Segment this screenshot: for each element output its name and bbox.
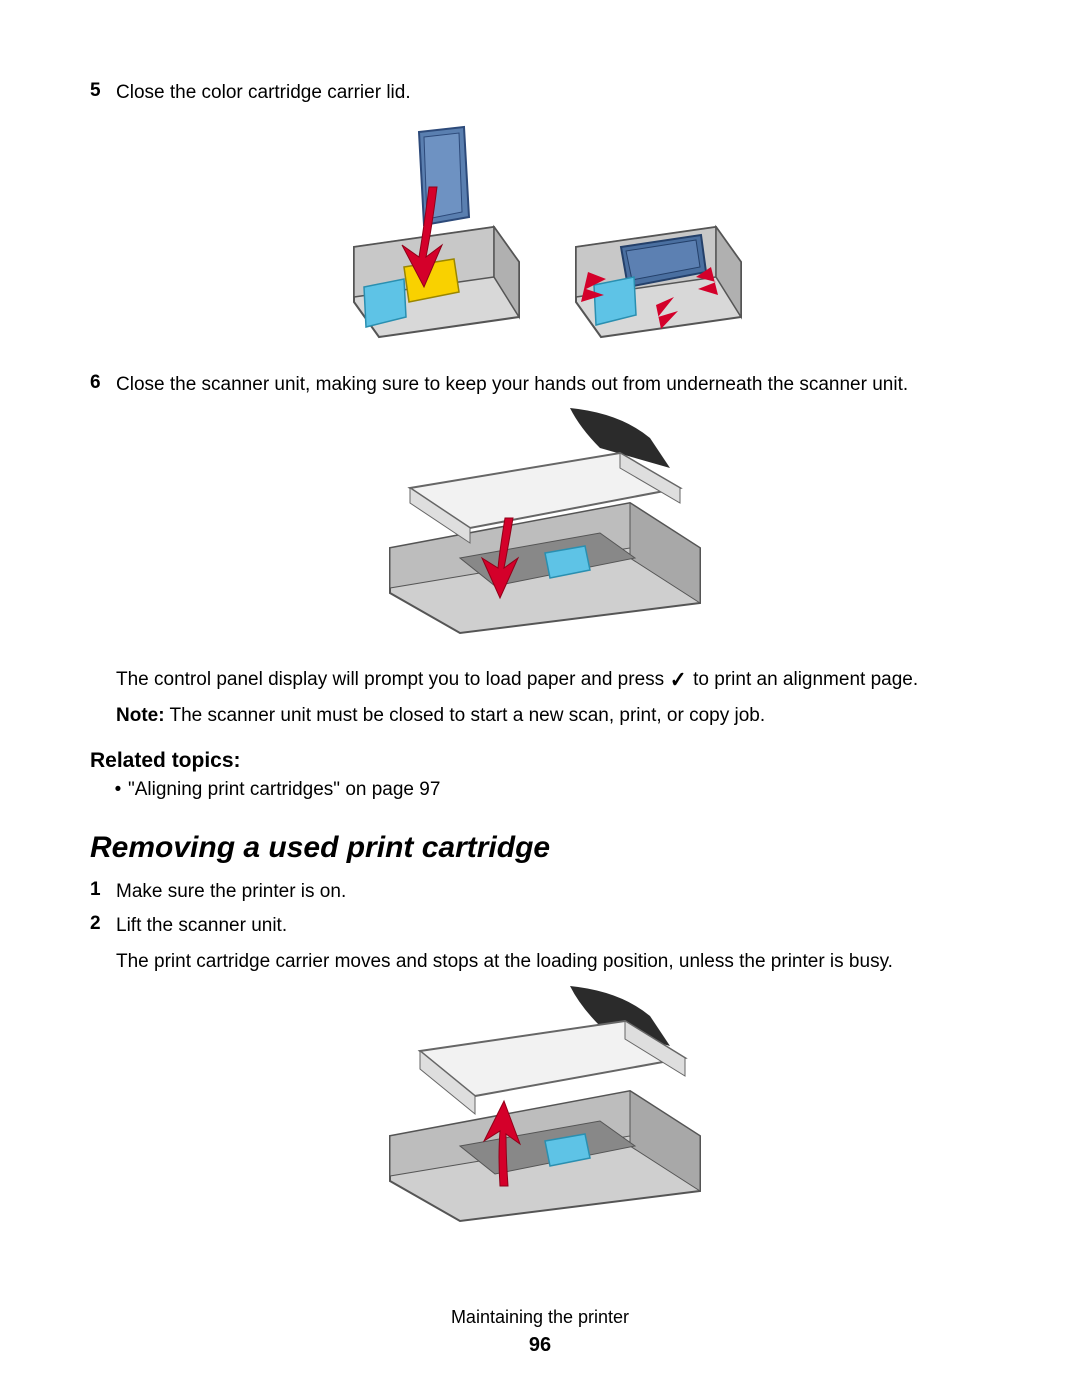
step-text: Close the color cartridge carrier lid. (116, 80, 411, 107)
step-6-row: 6 Close the scanner unit, making sure to… (90, 372, 990, 399)
text-part2: to print an alignment page. (688, 669, 918, 690)
footer-chapter: Maintaining the printer (0, 1307, 1080, 1328)
control-panel-text: The control panel display will prompt yo… (116, 663, 990, 696)
manual-page: 5 Close the color cartridge carrier lid. (0, 0, 1080, 1397)
step-text: Close the scanner unit, making sure to k… (116, 372, 908, 399)
bullet-icon: • (108, 779, 128, 801)
scanner-lift-diagram (370, 986, 710, 1236)
note-label: Note: (116, 705, 165, 726)
step-1-row: 1 Make sure the printer is on. (90, 879, 990, 906)
related-bullet-row: • "Aligning print cartridges" on page 97 (108, 779, 990, 801)
footer-page-number: 96 (0, 1334, 1080, 1357)
step-text: Make sure the printer is on. (116, 879, 346, 906)
check-icon: ✓ (670, 663, 687, 696)
figure-cartridge-lid (90, 117, 990, 352)
step-number: 2 (90, 913, 116, 935)
step-2-row: 2 Lift the scanner unit. (90, 913, 990, 940)
step-number: 5 (90, 80, 116, 102)
note-line: Note: The scanner unit must be closed to… (116, 702, 990, 731)
figure-lift-scanner (90, 986, 990, 1236)
scanner-close-diagram (370, 408, 710, 643)
step-number: 6 (90, 372, 116, 394)
page-footer: Maintaining the printer 96 (0, 1307, 1080, 1357)
step-number: 1 (90, 879, 116, 901)
related-topics-heading: Related topics: (90, 749, 990, 773)
cartridge-open-diagram (324, 117, 534, 352)
step-5-row: 5 Close the color cartridge carrier lid. (90, 80, 990, 107)
text-part1: The control panel display will prompt yo… (116, 669, 669, 690)
cartridge-snap-diagram (546, 117, 756, 352)
figure-close-scanner (90, 408, 990, 643)
related-link[interactable]: "Aligning print cartridges" on page 97 (128, 779, 440, 801)
section-heading: Removing a used print cartridge (90, 831, 990, 865)
step-text: Lift the scanner unit. (116, 913, 287, 940)
note-text: The scanner unit must be closed to start… (165, 705, 766, 726)
carrier-text: The print cartridge carrier moves and st… (116, 948, 990, 977)
